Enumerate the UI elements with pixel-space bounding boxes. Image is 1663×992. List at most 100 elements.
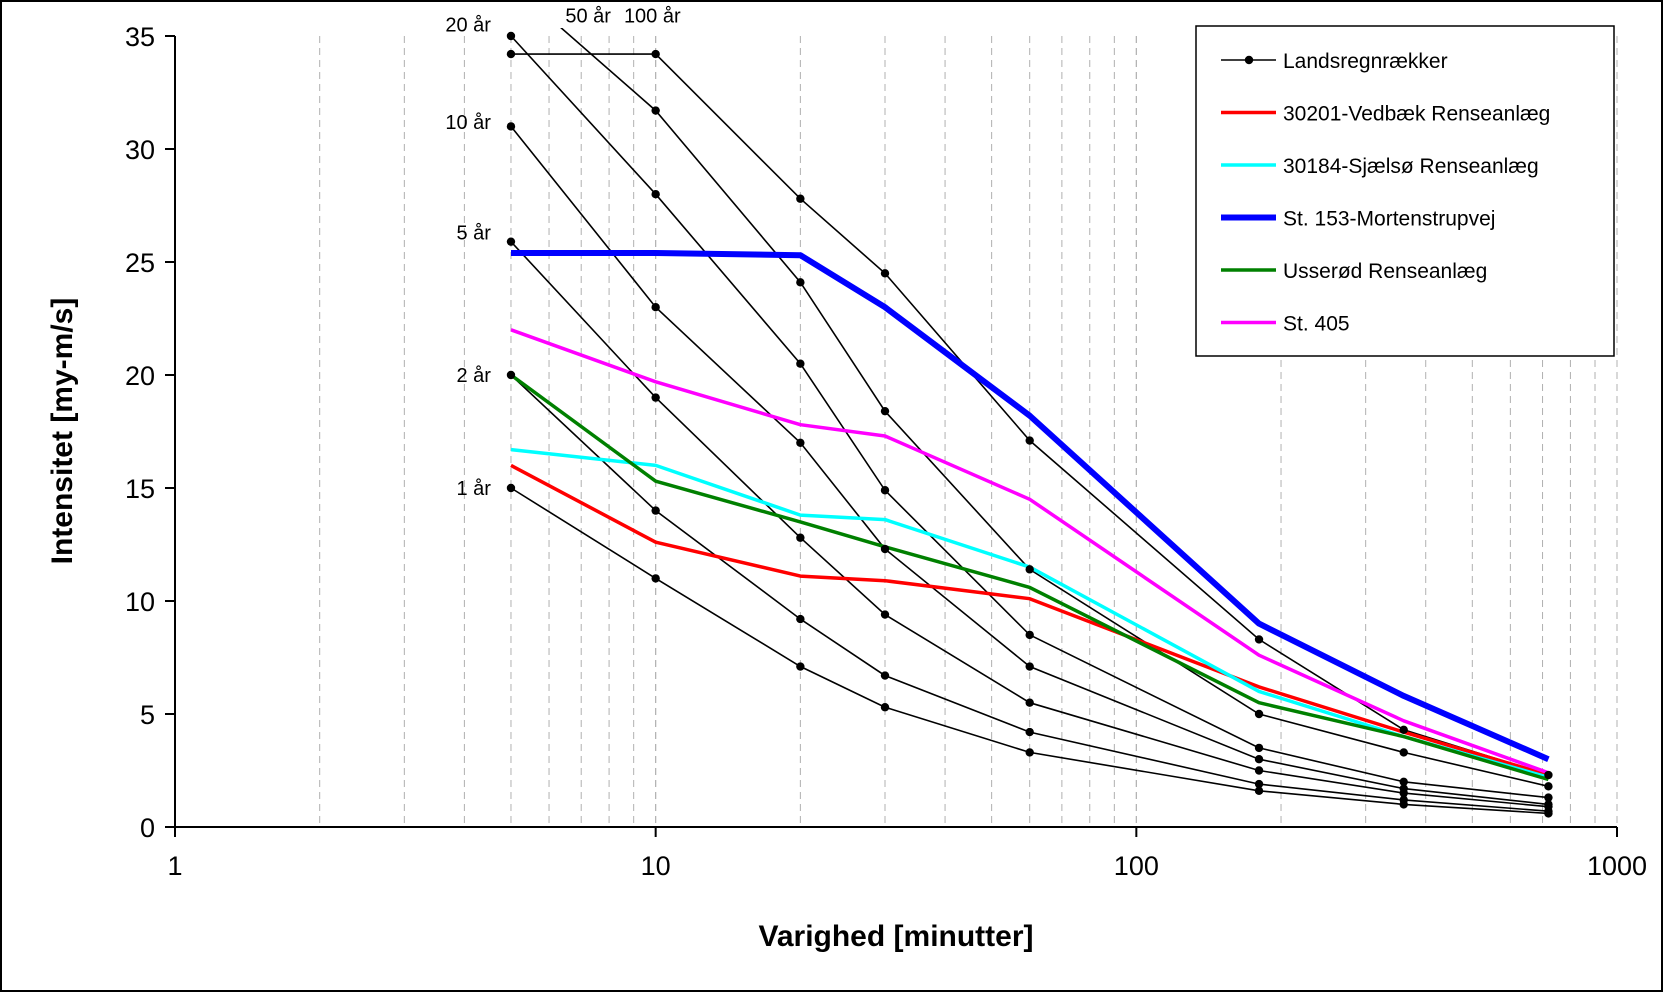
data-point: [506, 49, 516, 59]
curve-label: 5 år: [457, 223, 492, 245]
curve-label: 10 år: [445, 112, 491, 134]
data-point: [796, 278, 805, 287]
series-line: [511, 250, 1550, 762]
data-point: [1254, 786, 1264, 796]
reference-curve: [510, 374, 1549, 812]
x-axis-title: Varighed [minutter]: [758, 920, 1033, 953]
data-point: [1399, 748, 1408, 757]
data-point: [796, 533, 805, 542]
data-point: [1544, 782, 1553, 791]
reference-curve: [510, 35, 1549, 799]
curve-label: 50 år: [565, 6, 611, 28]
data-point: [1025, 748, 1034, 757]
x-tick-label: 100: [1114, 851, 1159, 881]
data-point: [651, 393, 660, 402]
data-point: [796, 194, 805, 203]
axes: [174, 36, 1617, 828]
reference-curve: [511, 53, 1549, 776]
y-axis-title: Intensitet [my-m/s]: [46, 298, 79, 565]
data-point: [506, 370, 516, 380]
data-point: [1254, 755, 1264, 764]
y-tick-label: 25: [125, 248, 155, 278]
curve-label: 1 år: [457, 478, 492, 500]
data-point: [651, 506, 660, 515]
data-point: [880, 671, 890, 680]
reference-curve: [510, 241, 1549, 808]
curve-label: 2 år: [457, 365, 492, 387]
legend-label: Usserød Renseanlæg: [1283, 260, 1487, 283]
data-point: [1254, 766, 1264, 775]
data-point: [1254, 779, 1264, 789]
legend: Landsregnrækker 30201-Vedbæk Renseanlæg 30…: [1195, 25, 1615, 357]
x-ticks: 1 10 100 1000: [167, 827, 1647, 881]
data-point: [796, 662, 805, 671]
data-point: [506, 31, 516, 41]
data-point: [796, 438, 805, 447]
y-ticks: 0 5 10 15 20 25 30 35: [125, 22, 175, 843]
y-tick-label: 0: [140, 813, 155, 843]
legend-marker: [1244, 55, 1254, 65]
y-tick-label: 20: [125, 361, 155, 391]
data-point: [506, 122, 516, 131]
y-tick-label: 30: [125, 135, 155, 165]
data-point: [1025, 565, 1034, 574]
series-line: [510, 328, 1549, 775]
reference-curve: [560, 28, 1549, 788]
data-point: [651, 49, 660, 59]
data-point: [1544, 770, 1553, 780]
reference-curve: [510, 125, 1549, 806]
y-tick-label: 35: [125, 22, 155, 52]
reference-curves: [510, 28, 1549, 815]
data-point: [651, 190, 660, 199]
legend-label: St. 405: [1283, 313, 1350, 336]
curve-label: 100 år: [624, 6, 681, 28]
reference-points: [506, 31, 1553, 818]
data-point: [796, 359, 805, 368]
data-point: [1254, 635, 1264, 644]
data-point: [880, 486, 890, 495]
reference-curve: [510, 487, 1549, 815]
data-point: [651, 303, 660, 312]
data-point: [1025, 662, 1034, 671]
series-line: [510, 447, 1549, 779]
data-point: [1254, 743, 1264, 753]
data-point: [506, 237, 516, 246]
data-point: [1025, 630, 1034, 640]
data-point: [1254, 709, 1264, 719]
data-point: [1399, 725, 1408, 735]
data-point: [1399, 795, 1408, 805]
data-series: [509, 250, 1550, 782]
data-point: [1025, 727, 1034, 737]
data-point: [1025, 698, 1034, 707]
x-tick-label: 1: [167, 851, 182, 881]
y-tick-label: 15: [125, 474, 155, 504]
y-tick-label: 5: [140, 700, 155, 730]
data-point: [506, 483, 516, 493]
curve-label: 20 år: [445, 15, 491, 37]
data-point: [1544, 793, 1553, 802]
data-point: [651, 574, 660, 583]
series-line: [510, 463, 1549, 777]
legend-box: [1195, 25, 1615, 357]
y-tick-label: 10: [125, 587, 155, 617]
data-point: [1399, 777, 1408, 786]
data-point: [880, 544, 890, 554]
legend-label: 30201-Vedbæk Renseanlæg: [1283, 103, 1550, 126]
data-point: [1025, 436, 1034, 445]
data-point: [1544, 800, 1553, 809]
x-tick-label: 10: [641, 851, 671, 881]
curve-labels: 1 år 2 år 5 år 10 år 20 år 50 år 100 år: [445, 6, 681, 500]
data-point: [880, 406, 890, 416]
data-point: [880, 610, 890, 619]
data-point: [880, 269, 890, 278]
data-point: [880, 703, 890, 712]
data-point: [796, 614, 805, 624]
data-point: [651, 106, 660, 115]
legend-label: Landsregnrækker: [1283, 50, 1448, 73]
data-point: [1399, 784, 1408, 793]
series-line: [509, 373, 1549, 782]
x-tick-label: 1000: [1587, 851, 1647, 881]
legend-label: 30184-Sjælsø Renseanlæg: [1283, 155, 1539, 178]
